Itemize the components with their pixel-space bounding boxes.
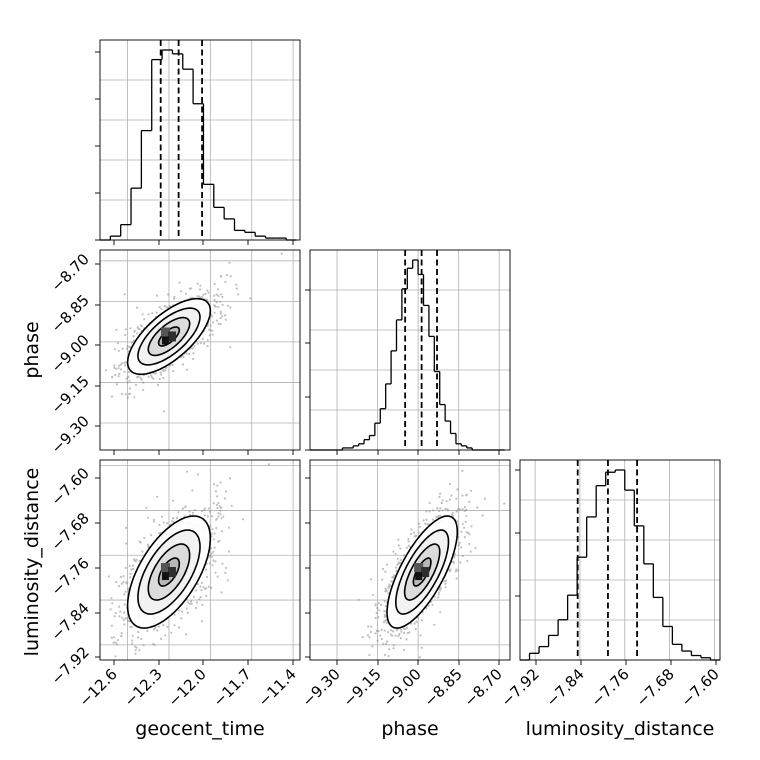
ticks-x-hist-geocent-time [113, 450, 294, 455]
panel-frame [99, 249, 301, 451]
panel-frame [309, 249, 511, 451]
panel-frame [519, 459, 721, 661]
panel-frame [309, 459, 511, 661]
ticks-y-hist-luminosity-distance [515, 469, 520, 597]
panel-hist-geocent-time [99, 39, 301, 241]
plot-area [310, 460, 510, 660]
plot-area [100, 250, 300, 450]
panel-frame [99, 39, 301, 241]
density-cell [421, 567, 430, 578]
panel-2d-geocent-time-luminosity-distance [99, 459, 301, 661]
x-axis-title-phase: phase [381, 718, 438, 740]
density-cell [160, 563, 170, 573]
density-cell [161, 336, 169, 345]
panel-2d-geocent-time-phase [99, 249, 301, 451]
ticks-x-top-phase [336, 450, 500, 455]
y-axis-title-luminosity-distance: luminosity_distance [21, 468, 43, 657]
density-cell [414, 563, 424, 573]
ticks-y-hist-phase [305, 289, 310, 451]
density-cell [161, 572, 169, 581]
density-cell [167, 331, 176, 342]
panel-hist-phase [309, 249, 511, 451]
panel-2d-phase-luminosity-distance [309, 459, 511, 661]
density-cell [160, 327, 170, 337]
density-cell [167, 567, 176, 578]
plot-area [310, 250, 510, 451]
panel-frame [99, 459, 301, 661]
ticks-y-hist-geocent-time [95, 51, 100, 241]
plot-area [520, 460, 720, 661]
ticks-y-2d-phase-luminosity-distance [305, 477, 310, 658]
panel-hist-luminosity-distance [519, 459, 721, 661]
density-cell [415, 572, 423, 581]
plot-area [100, 460, 300, 660]
x-axis-title-luminosity-distance: luminosity_distance [526, 718, 715, 740]
y-axis-title-phase: phase [21, 321, 43, 378]
ticks-x-top-geocent-time [113, 240, 294, 245]
plot-area [100, 40, 300, 241]
x-axis-title-geocent-time: geocent_time [135, 718, 264, 740]
